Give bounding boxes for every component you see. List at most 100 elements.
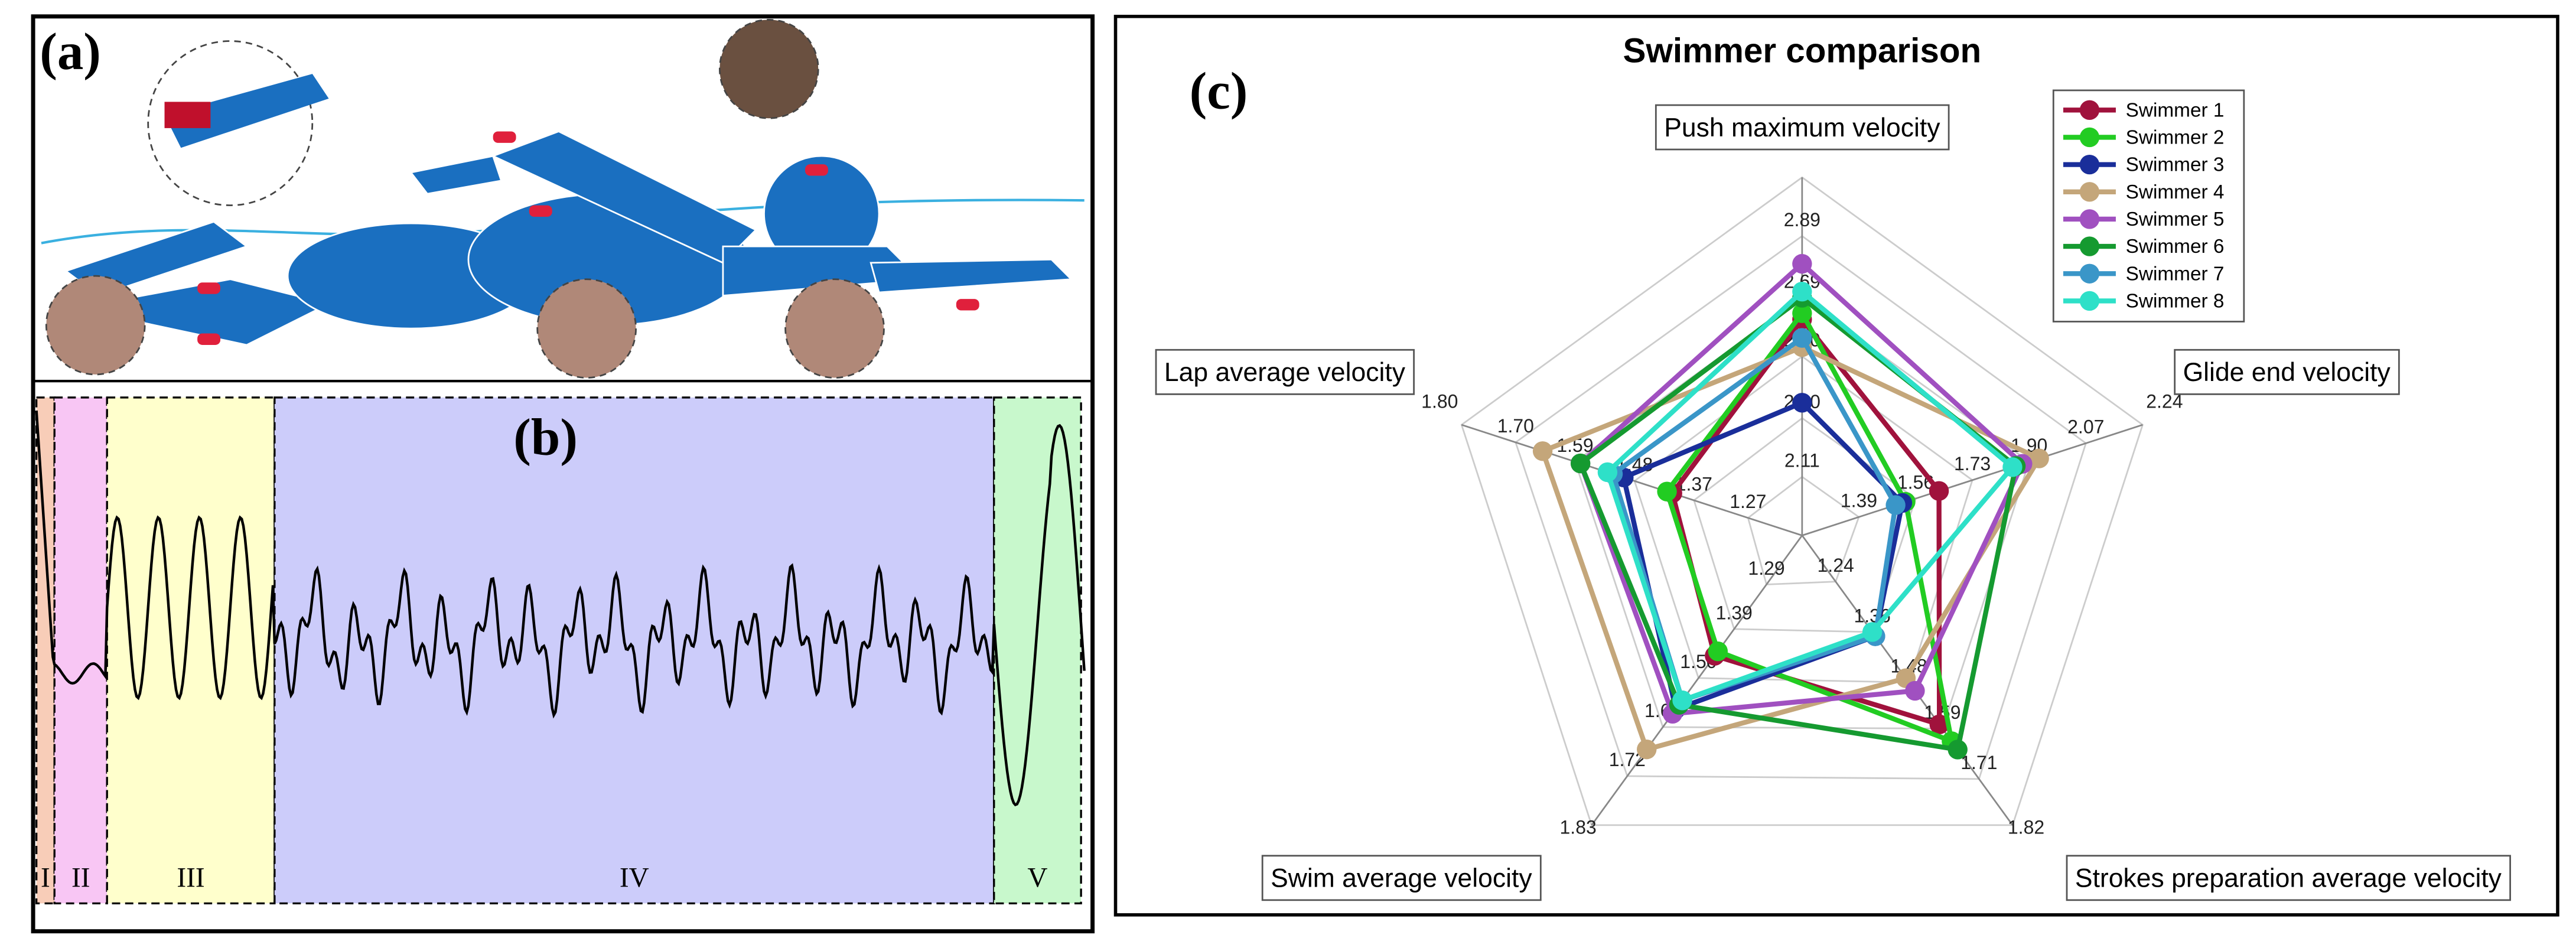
sensors <box>197 131 979 345</box>
axis-name-box <box>1655 104 1950 151</box>
axis-name-box <box>1261 855 1542 901</box>
legend-marker <box>2079 100 2100 120</box>
phase-band <box>106 396 276 905</box>
data-point <box>1792 328 1812 348</box>
tick-label: 2.07 <box>2067 416 2104 438</box>
panel-label: (b) <box>513 409 578 467</box>
legend-marker <box>2079 236 2100 256</box>
sensor <box>805 164 828 176</box>
data-point <box>1792 393 1812 413</box>
grid-ring <box>1515 235 2087 780</box>
phase-label: II <box>71 863 90 894</box>
inset-arm <box>164 74 329 148</box>
sensor <box>493 131 516 143</box>
legend-marker <box>2079 263 2100 284</box>
tick-label: 2.89 <box>1784 209 1821 230</box>
sensor <box>197 282 221 294</box>
axis-name-box <box>2174 349 2400 395</box>
tick-label: 1.39 <box>1841 490 1877 512</box>
data-point <box>1532 441 1553 461</box>
left-frame <box>31 14 1095 934</box>
axis-spoke <box>1802 424 2143 536</box>
data-point <box>1708 641 1728 662</box>
sensor <box>956 299 979 311</box>
legend-marker <box>2079 182 2100 202</box>
phase-label: III <box>177 863 204 894</box>
phase-label: I <box>41 863 50 894</box>
legend-label: Swimmer 1 <box>2126 99 2225 121</box>
legend-label: Swimmer 4 <box>2126 181 2225 203</box>
data-point <box>2029 448 2049 468</box>
grid-ring <box>1747 476 1860 585</box>
photo <box>45 275 146 376</box>
tick-label: 1.73 <box>1954 453 1991 474</box>
axis-name: Glide end velocity <box>2183 358 2391 387</box>
signal <box>35 411 1086 807</box>
chart-title: Swimmer comparison <box>1623 32 1982 70</box>
axis-name: Swim average velocity <box>1271 864 1532 893</box>
tick-label: 1.80 <box>1421 390 1458 412</box>
axis-name-box <box>2066 855 2511 901</box>
series-line <box>1670 317 1942 727</box>
axis-spoke <box>1591 535 1803 826</box>
tick-label: 1.29 <box>1748 558 1784 579</box>
data-point <box>1862 622 1883 642</box>
phase-band <box>53 396 108 905</box>
legend-marker <box>2079 209 2100 229</box>
tick-label: 1.39 <box>1716 602 1753 623</box>
data-point <box>2002 457 2023 477</box>
grid-ring <box>1460 176 2144 826</box>
data-point <box>1672 690 1692 711</box>
data-point <box>1905 680 1925 701</box>
photo <box>536 278 637 379</box>
legend-label: Swimmer 8 <box>2126 291 2225 312</box>
data-point <box>1929 714 1949 735</box>
legend-label: Swimmer 2 <box>2126 127 2225 149</box>
swimmer-illustration <box>41 18 1085 379</box>
tick-label: 1.70 <box>1497 415 1534 437</box>
axis-name-box <box>1155 349 1415 395</box>
panel-label: (a) <box>40 23 101 81</box>
tick-label: 1.71 <box>1961 752 1997 773</box>
data-point <box>1792 303 1812 323</box>
legend-box <box>2052 89 2245 323</box>
legend-label: Swimmer 5 <box>2126 209 2225 230</box>
inset-sensor <box>164 102 211 128</box>
legend-marker <box>2079 154 2100 175</box>
tick-label: 1.83 <box>1560 817 1597 838</box>
phase-band <box>993 396 1082 905</box>
arm <box>491 130 757 264</box>
tick-label: 1.82 <box>2008 817 2044 838</box>
series-line <box>1610 335 1898 703</box>
radar-chart: 2.112.302.502.692.893.08Push maximum vel… <box>1155 89 2511 901</box>
data-point <box>1929 481 1949 501</box>
legend-marker <box>2079 127 2100 148</box>
legend-label: Swimmer 3 <box>2126 154 2225 176</box>
phase-bands: I II III IV V <box>35 396 1082 905</box>
phase-label: V <box>1027 863 1047 894</box>
arm <box>869 258 1073 294</box>
photo <box>719 18 819 119</box>
data-point <box>1792 253 1812 274</box>
hand <box>409 155 503 195</box>
right-frame <box>1113 15 2559 917</box>
data-point <box>1657 481 1677 501</box>
tick-label: 1.27 <box>1730 491 1766 512</box>
legend-marker <box>2079 291 2100 311</box>
photo <box>784 278 885 379</box>
phase-label: IV <box>620 863 649 894</box>
data-point <box>1948 740 1968 760</box>
axis-name: Lap average velocity <box>1164 358 1406 387</box>
series-line <box>1605 289 2015 703</box>
data-point <box>1792 281 1812 302</box>
panel-label: (c) <box>1190 63 1248 120</box>
tick-label: 2.11 <box>1784 450 1820 471</box>
axis-name: Strokes preparation average velocity <box>2075 864 2502 893</box>
legend-label: Swimmer 7 <box>2126 263 2225 285</box>
sensor <box>529 205 552 217</box>
tick-label: 1.24 <box>1818 555 1854 576</box>
legend-label: Swimmer 6 <box>2126 236 2225 258</box>
sensor <box>197 333 221 345</box>
